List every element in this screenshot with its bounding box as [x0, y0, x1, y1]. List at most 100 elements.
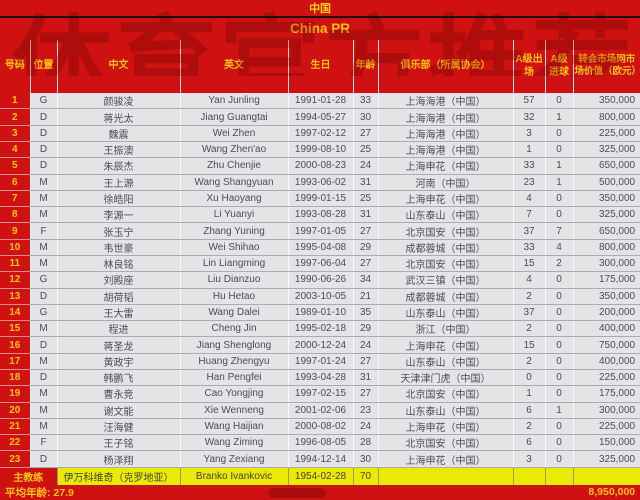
cell-value: 325,000: [572, 141, 640, 159]
cell-club: 上海海港（中国）: [377, 141, 513, 159]
cell-goals: 1: [544, 157, 573, 175]
column-header-row: 号码 位置 中文 英文 生日 年龄 俱乐部（所属协会） A级出场 A级进球 转会市场网市场价值（欧…: [0, 39, 640, 93]
cell-birth: 1997-06-04: [287, 255, 353, 273]
cell-no: 21: [0, 418, 30, 436]
cell-age: 28: [352, 434, 378, 452]
player-row: 15 M 程进 Cheng Jin 1995-02-18 29 浙江（中国） 2 0 400,00…: [0, 320, 640, 338]
cell-caps: 1: [512, 385, 545, 403]
cell-goals: 0: [544, 206, 573, 224]
cell-en: Han Pengfei: [179, 369, 288, 387]
cell-age: 27: [352, 222, 378, 240]
player-row: 22 F 王子铭 Wang Ziming 1996-08-05 28 北京国安（中国） 6 0 1…: [0, 434, 640, 452]
cell-goals: 0: [544, 434, 573, 452]
cell-caps: 6: [512, 402, 545, 419]
cell-en: Zhu Chenjie: [179, 157, 288, 175]
cell-no: 20: [0, 402, 30, 419]
summary-bar: 平均年龄: 27.9 8,950,000: [0, 485, 640, 500]
cell-cn: 王振澳: [56, 141, 180, 159]
total-market-value: 8,950,000: [588, 486, 636, 499]
cell-cn: 汪海健: [56, 418, 180, 436]
cell-birth: 2001-02-06: [287, 402, 353, 419]
player-row: 23 D 杨泽翔 Yang Zexiang 1994-12-14 30 上海申花（中国） 3 0…: [0, 450, 640, 468]
cell-birth: 1995-04-08: [287, 239, 353, 256]
cell-caps: 32: [512, 108, 545, 126]
cell-en: Wei Zhen: [179, 125, 288, 143]
cell-goals: 1: [544, 174, 573, 191]
player-row: 17 M 黄政宇 Huang Zhengyu 1997-01-24 27 山东泰山（中国） 2…: [0, 353, 640, 370]
cell-value: 175,000: [572, 385, 640, 403]
cell-value: 225,000: [572, 125, 640, 143]
column-header: A级出场: [512, 39, 545, 93]
player-row: 3 D 魏震 Wei Zhen 1997-02-12 27 上海海港（中国） 3 0 225,00…: [0, 125, 640, 143]
cell-goals: 0: [544, 288, 573, 305]
cell-age: 34: [352, 271, 378, 289]
cell-en: Xu Haoyang: [179, 190, 288, 208]
cell-pos: D: [29, 157, 57, 175]
cell-no: 4: [0, 141, 30, 159]
cell-caps: 15: [512, 336, 545, 354]
cell-pos: D: [29, 125, 57, 143]
cell-caps: 57: [512, 92, 545, 110]
cell-cn: 韩鹏飞: [56, 369, 180, 387]
cell-value: 325,000: [572, 450, 640, 468]
cell-pos: M: [29, 418, 57, 436]
cell-birth: 1997-02-12: [287, 125, 353, 143]
cell-en: Wang Shangyuan: [179, 174, 288, 191]
cell-goals: 4: [544, 239, 573, 256]
cell-no: 18: [0, 369, 30, 387]
cell-cn: 蒋光太: [56, 108, 180, 126]
cell-no: 16: [0, 336, 30, 354]
cell-goals: 1: [544, 402, 573, 419]
cell-goals: 0: [544, 369, 573, 387]
cell-age: 27: [352, 255, 378, 273]
player-row: 8 M 李源一 Li Yuanyi 1993-08-28 31 山东泰山（中国） 7 0 325,…: [0, 206, 640, 224]
cell-cn: 胡荷韬: [56, 288, 180, 305]
cell-goals: 0: [544, 336, 573, 354]
cell-club: 成都蓉城（中国）: [377, 288, 513, 305]
cell-goals: 1: [544, 108, 573, 126]
cell-value: 800,000: [572, 108, 640, 126]
player-row: 4 D 王振澳 Wang Zhen'ao 1999-08-10 25 上海海港（中国） 1 0 3…: [0, 141, 640, 159]
cell-age: 27: [352, 353, 378, 370]
cell-caps: 2: [512, 418, 545, 436]
cell-en: Wang Haijian: [179, 418, 288, 436]
cell-pos: D: [29, 450, 57, 468]
cell-en: Hu Hetao: [179, 288, 288, 305]
cell-caps: 2: [512, 320, 545, 338]
cell-no: 23: [0, 450, 30, 468]
cell-caps: 23: [512, 174, 545, 191]
cell-value: 200,000: [572, 304, 640, 322]
coach-birthday: 1954-02-28: [287, 467, 353, 485]
cell-caps: 6: [512, 434, 545, 452]
cell-age: 23: [352, 402, 378, 419]
cell-birth: 1994-12-14: [287, 450, 353, 468]
cell-cn: 蒋圣龙: [56, 336, 180, 354]
cell-no: 11: [0, 255, 30, 273]
cell-caps: 0: [512, 369, 545, 387]
cell-en: Wang Dalei: [179, 304, 288, 322]
cell-value: 150,000: [572, 434, 640, 452]
player-row: 20 M 谢文能 Xie Wenneng 2001-02-06 23 山东泰山（中国） 6 1 3…: [0, 402, 640, 419]
cell-birth: 1990-06-26: [287, 271, 353, 289]
coach-empty-club: [377, 467, 513, 485]
column-header: 位置: [29, 39, 57, 93]
cell-birth: 1997-01-05: [287, 222, 353, 240]
cell-cn: 杨泽翔: [56, 450, 180, 468]
cell-birth: 1989-01-10: [287, 304, 353, 322]
average-age: 平均年龄: 27.9: [5, 486, 74, 499]
player-row: 18 D 韩鹏飞 Han Pengfei 1993-04-28 31 天津津门虎（中国） 0 0…: [0, 369, 640, 387]
coach-empty-goals: [544, 467, 573, 485]
coach-age: 70: [352, 467, 378, 485]
cell-caps: 7: [512, 206, 545, 224]
cell-value: 350,000: [572, 92, 640, 110]
cell-goals: 7: [544, 222, 573, 240]
cell-cn: 王子铭: [56, 434, 180, 452]
cell-pos: D: [29, 108, 57, 126]
cell-birth: 2000-08-02: [287, 418, 353, 436]
country-title-row: 中国: [0, 0, 640, 19]
cell-goals: 0: [544, 92, 573, 110]
cell-pos: M: [29, 353, 57, 370]
cell-caps: 1: [512, 141, 545, 159]
cell-goals: 0: [544, 418, 573, 436]
